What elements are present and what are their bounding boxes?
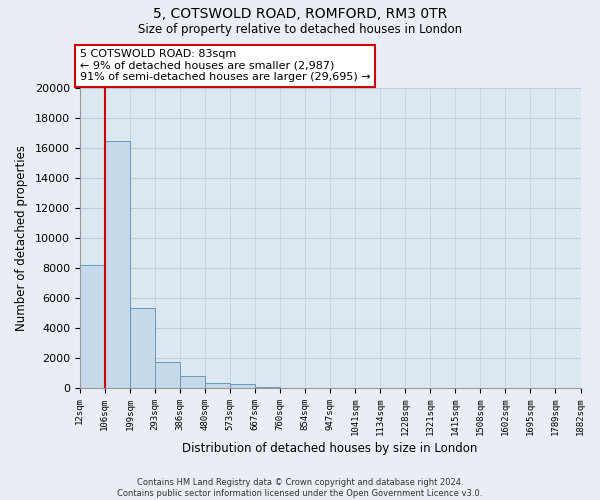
Bar (255, 387, 280, 388)
Bar (130, 308, 155, 388)
Bar (155, 362, 180, 388)
Bar (230, 384, 255, 388)
Text: Contains HM Land Registry data © Crown copyright and database right 2024.
Contai: Contains HM Land Registry data © Crown c… (118, 478, 482, 498)
Bar (80, 265, 105, 388)
Text: 5, COTSWOLD ROAD, ROMFORD, RM3 0TR: 5, COTSWOLD ROAD, ROMFORD, RM3 0TR (153, 8, 447, 22)
Bar (205, 383, 230, 388)
Text: 5 COTSWOLD ROAD: 83sqm
← 9% of detached houses are smaller (2,987)
91% of semi-d: 5 COTSWOLD ROAD: 83sqm ← 9% of detached … (80, 49, 370, 82)
Bar (105, 141, 130, 388)
X-axis label: Distribution of detached houses by size in London: Distribution of detached houses by size … (182, 442, 478, 455)
Bar (180, 376, 205, 388)
Text: Size of property relative to detached houses in London: Size of property relative to detached ho… (138, 22, 462, 36)
Y-axis label: Number of detached properties: Number of detached properties (15, 145, 28, 331)
